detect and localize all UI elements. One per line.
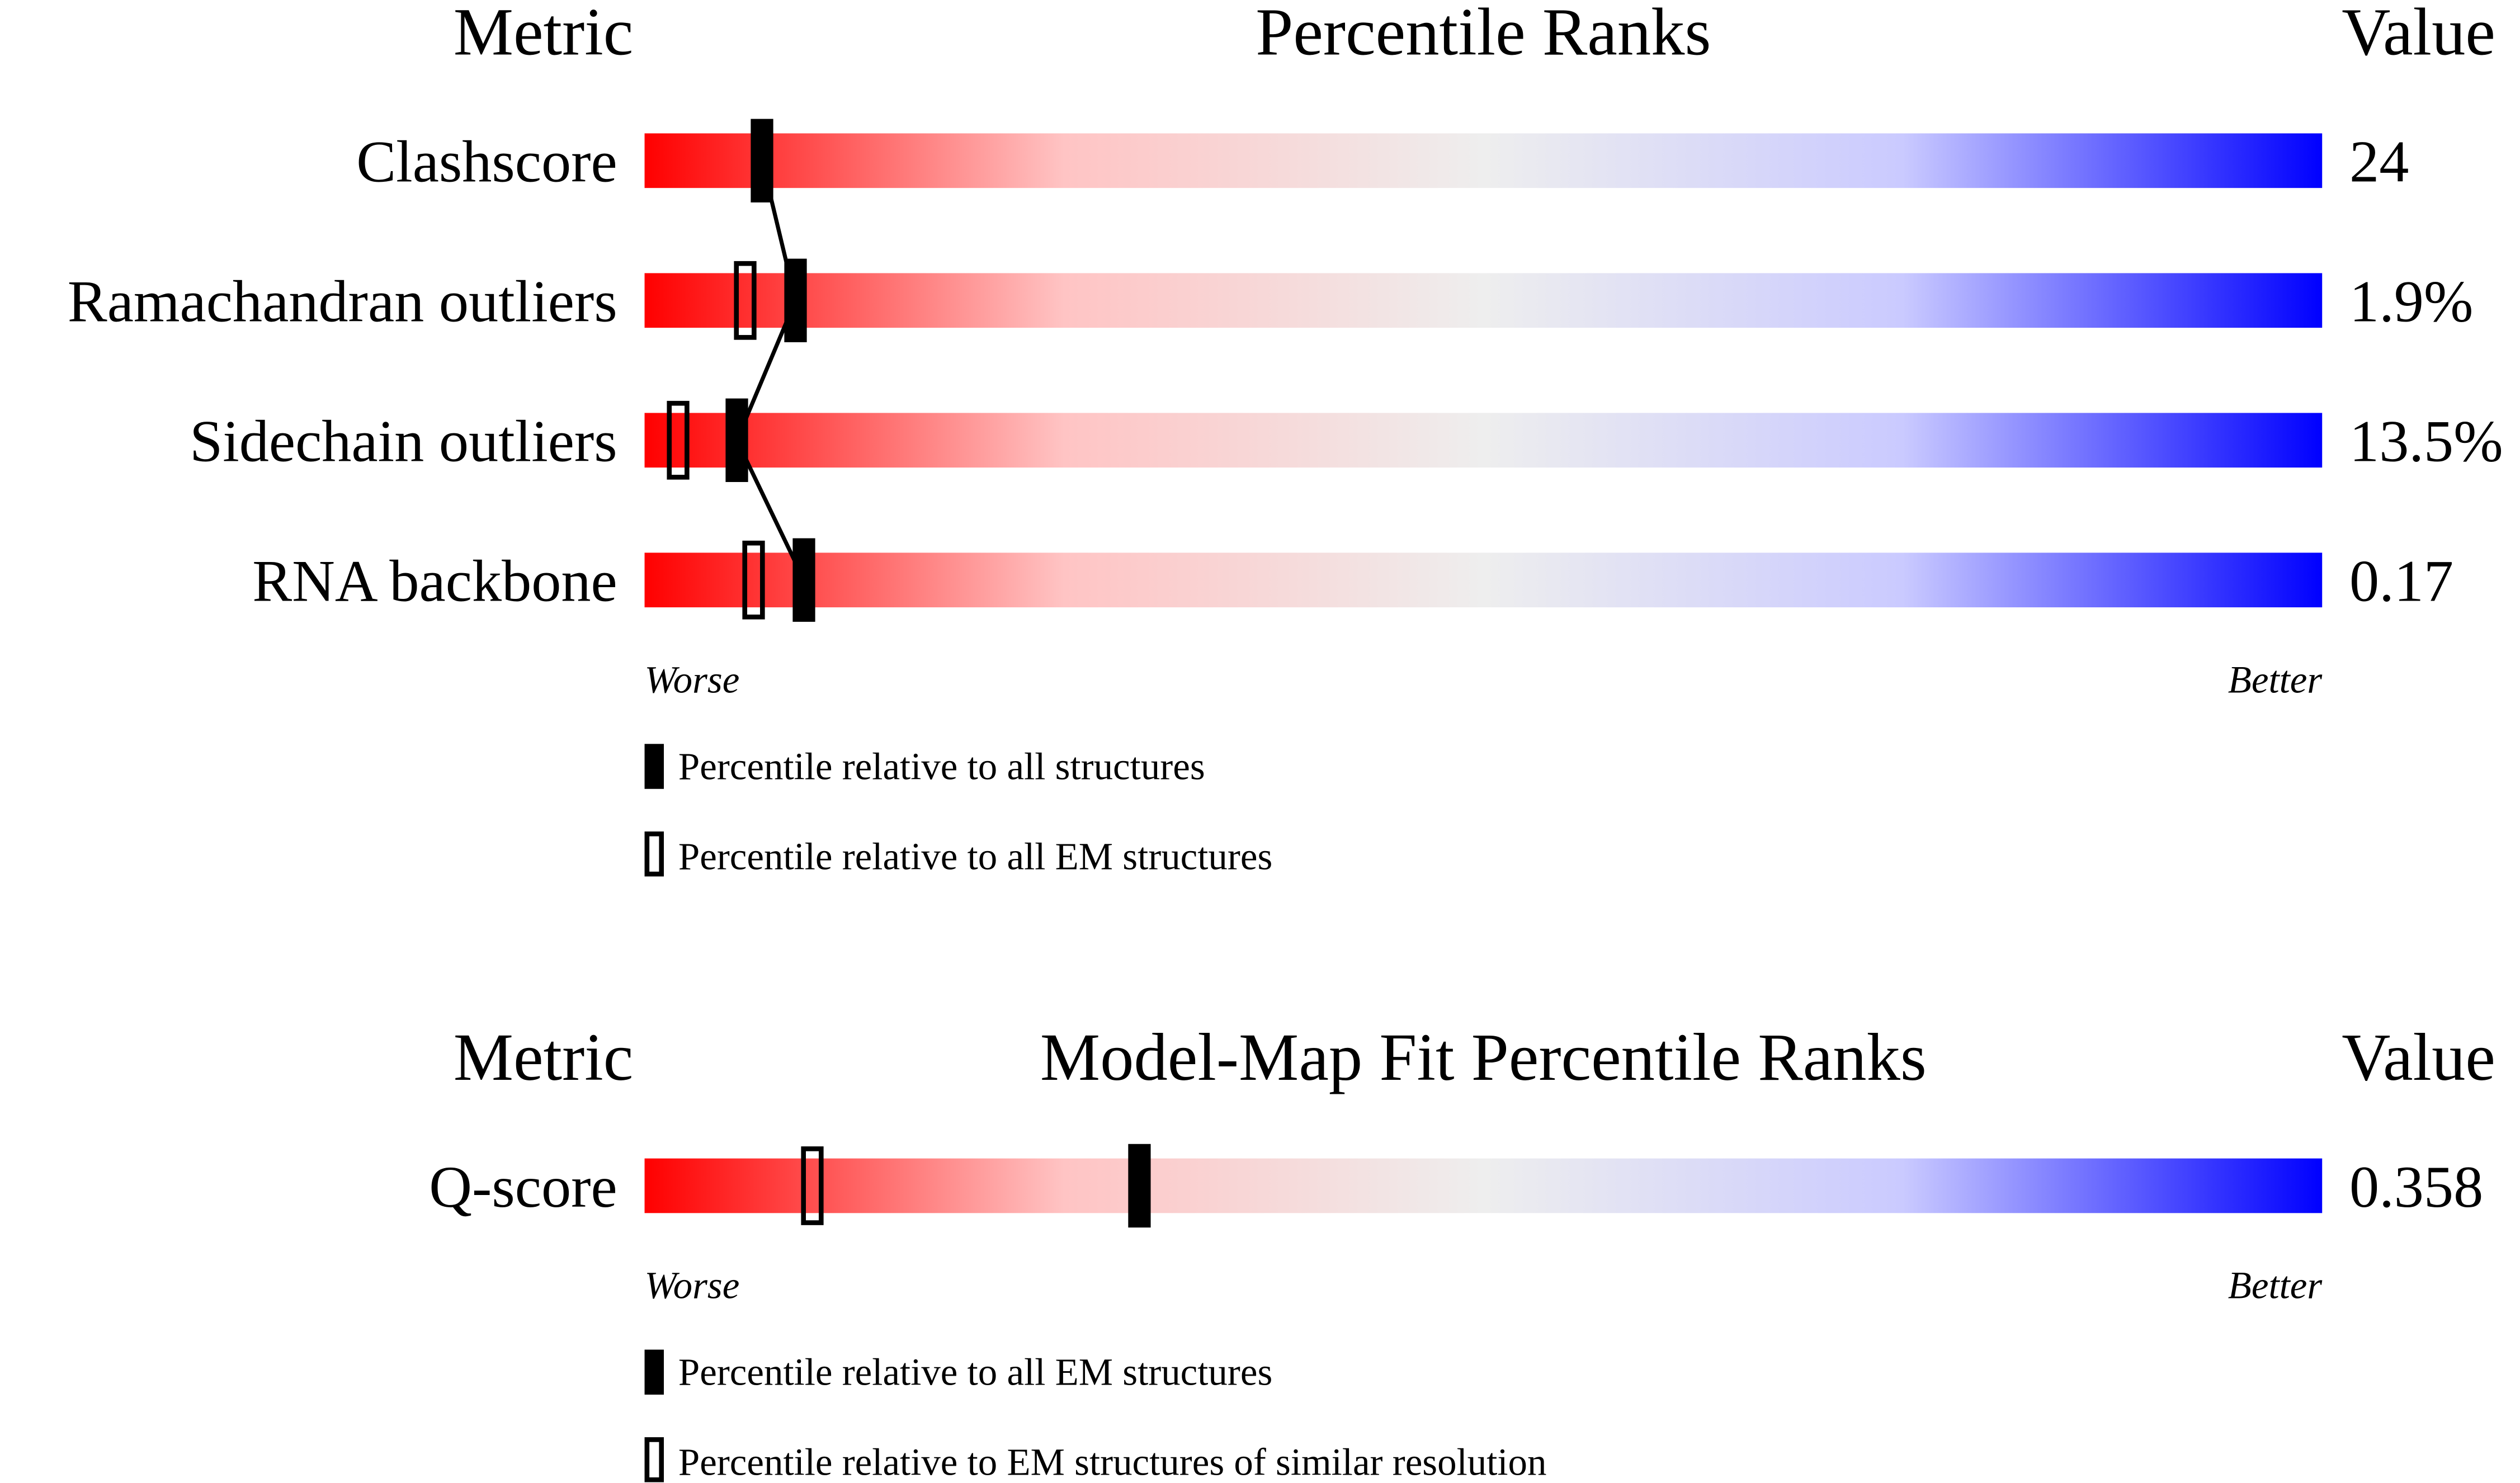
metric-label: Sidechain outliers — [190, 408, 617, 474]
filled-marker — [784, 258, 807, 342]
filled-marker — [751, 119, 773, 203]
better-label: Better — [2228, 658, 2323, 701]
filled-marker — [725, 398, 748, 482]
metric-label: RNA backbone — [252, 548, 617, 614]
open-marker — [801, 1146, 824, 1225]
open-marker — [734, 261, 757, 340]
metric-value: 13.5% — [2349, 408, 2503, 474]
value-header: Value — [2342, 0, 2495, 70]
legend-open-text: Percentile relative to EM structures of … — [678, 1441, 1547, 1483]
metric-value: 0.17 — [2349, 548, 2453, 614]
open-marker — [667, 400, 690, 480]
legend-open-swatch — [644, 831, 664, 877]
ranks-header: Percentile Ranks — [1256, 0, 1711, 70]
legend-filled-swatch — [644, 1349, 664, 1395]
metric-value: 1.9% — [2349, 268, 2473, 334]
worse-label: Worse — [645, 1264, 740, 1307]
metric-header: Metric — [454, 0, 634, 70]
percentile-bar — [644, 273, 2323, 328]
percentile-bar — [644, 552, 2323, 608]
percentile-bar — [644, 133, 2323, 188]
value-header: Value — [2342, 1020, 2495, 1095]
metric-header: Metric — [454, 1020, 634, 1095]
legend-filled-text: Percentile relative to all structures — [678, 745, 1205, 788]
metric-label: Clashscore — [356, 129, 617, 195]
legend-open-swatch — [644, 1437, 664, 1482]
metric-label: Ramachandran outliers — [68, 268, 617, 334]
metric-value: 24 — [2349, 129, 2409, 195]
percentile-bar — [644, 1158, 2323, 1213]
panel: Metric Model-Map Fit Percentile Ranks Valu… — [429, 1020, 2495, 1483]
filled-marker — [1128, 1144, 1151, 1228]
ranks-header: Model-Map Fit Percentile Ranks — [1040, 1020, 1927, 1095]
legend-filled-text: Percentile relative to all EM structures — [678, 1351, 1272, 1394]
worse-label: Worse — [645, 658, 740, 701]
metric-label: Q-score — [429, 1154, 617, 1220]
percentile-bar — [644, 413, 2323, 468]
legend-open-text: Percentile relative to all EM structures — [678, 835, 1272, 877]
metric-value: 0.358 — [2349, 1154, 2483, 1220]
connector-line — [734, 160, 806, 581]
open-marker — [742, 540, 765, 620]
legend-filled-swatch — [644, 744, 664, 789]
better-label: Better — [2228, 1264, 2323, 1307]
panel: Metric Percentile Ranks Value Clashscore 24 R… — [68, 0, 2503, 877]
filled-marker — [792, 538, 815, 622]
